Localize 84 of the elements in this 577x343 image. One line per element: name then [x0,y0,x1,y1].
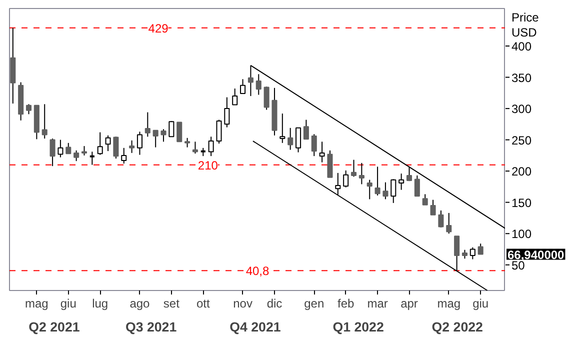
candlestick [129,140,135,154]
candlestick [66,142,72,154]
y-tick-label: 400 [512,40,532,54]
candlestick [208,136,214,157]
candlestick [256,74,262,96]
candlestick [240,78,246,94]
candlestick [50,138,56,167]
text: Q4 2021 [230,320,282,334]
candlestick [470,246,476,260]
text: Q3 2021 [125,320,178,334]
y-tick-label: 200 [512,164,532,179]
x-tick-label: gen [304,296,324,310]
x-tick-label: feb [337,296,354,310]
text: Q2 2021 [28,320,80,334]
ref-line-label: 40,8 [246,264,270,278]
candlestick [390,178,396,204]
candlestick [168,120,174,138]
candlestick [105,134,111,152]
candlestick [311,134,317,157]
x-tick-label: ago [130,296,150,310]
candlestick [184,137,190,148]
x-tick-label: mar [367,296,388,310]
candlestick [454,236,460,272]
candlestick [113,136,119,160]
candlestick [136,131,142,156]
candlestick [430,199,436,216]
x-tick-label: dic [266,296,282,310]
candlestick [406,166,412,182]
text: 66,940000 [508,248,565,262]
x-tick-label: set [163,296,180,310]
candlestick [264,86,270,110]
candlestick [26,104,32,115]
candlestick [358,162,364,185]
candlestick [121,147,127,164]
ref-line-label: 429 [148,21,169,36]
candlestick [414,174,420,197]
candlestick [224,96,230,128]
candlestick [42,104,48,140]
candlestick [216,119,222,144]
candlestick [303,119,309,140]
candlestick [74,150,80,162]
y-tick-label: 350 [512,70,532,85]
candlestick [398,173,404,190]
candlestick [382,182,388,200]
candlestick [192,141,198,154]
candlestick [335,172,341,196]
candlestick [280,113,286,144]
x-tick-label: mag [25,296,48,310]
candlestick [288,127,294,150]
x-tick-label: ott [196,296,210,310]
candlestick [81,146,88,156]
candlestick [296,127,302,153]
candlestick [160,128,166,142]
candlestick [232,88,238,106]
candlestick [446,212,452,234]
candlestick [327,150,333,178]
candlestick [350,159,357,178]
x-tick-label: mag [437,296,461,310]
x-tick-label: apr [400,296,418,310]
ref-line-label: 210 [198,158,218,172]
x-tick-label: nov [233,296,252,310]
y-tick-label: 100 [512,227,532,242]
candlestick [343,170,349,188]
candlestick [152,130,158,148]
candlestick [88,151,96,166]
candlestick [58,139,64,158]
candlestick [319,141,325,163]
x-tick-label: giu [472,296,489,310]
y-tick-label: 300 [512,102,532,116]
candlestick [478,243,484,255]
candlestick [366,179,372,200]
candlestick [144,112,150,138]
text: Q2 2022 [432,320,483,334]
candlestick [176,122,182,142]
candlestick [438,210,444,228]
x-tick-label: lug [92,296,108,310]
candlestick [374,166,380,196]
y-tick-label: 250 [512,133,532,148]
text: Q1 2022 [332,320,384,334]
y-axis-title: Price USD [512,10,540,40]
y-tick-label: 150 [512,196,532,210]
candlestick [422,194,428,206]
candlestick [97,132,103,156]
x-tick-label: giu [60,296,76,310]
